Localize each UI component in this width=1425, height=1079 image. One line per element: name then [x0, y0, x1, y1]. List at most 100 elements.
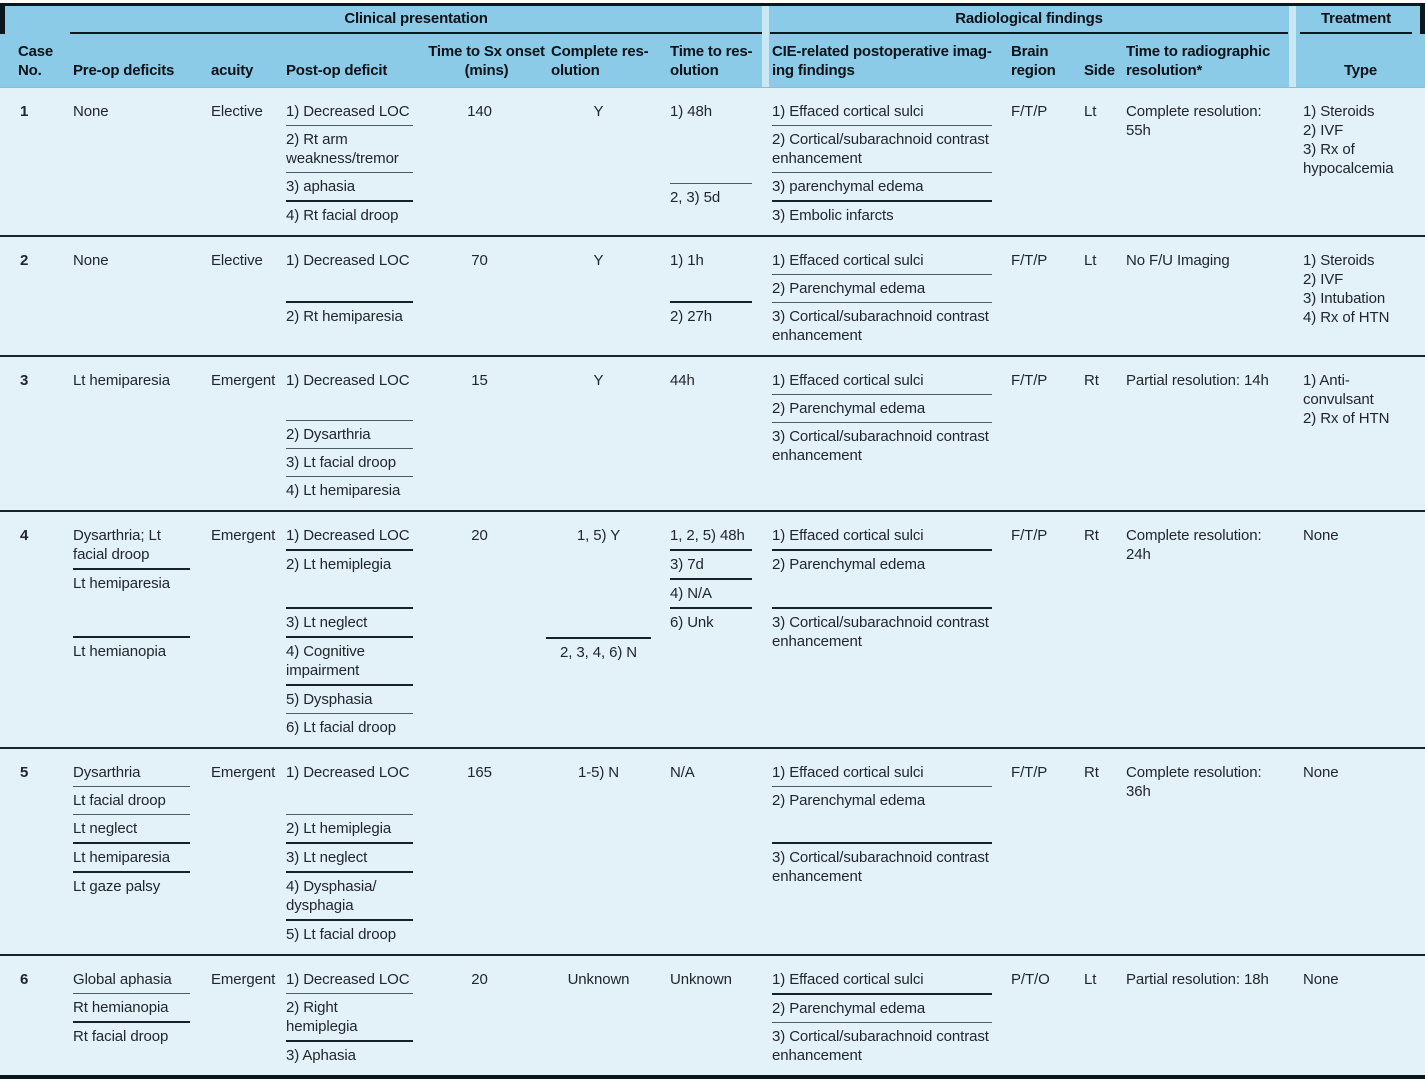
cell-item: 3) Embolic infarcts — [772, 200, 992, 229]
cell-postop-deficit: 1) Decreased LOC 2) Right hemiplegia 3) Ap… — [281, 956, 427, 1075]
cell-acuity: Emergent — [204, 357, 281, 510]
cell-radiographic-resolution: Partial resolution: 14h — [1121, 357, 1296, 510]
table-row: 1 None Elective 1) Decreased LOC 2) Rt arm w… — [0, 88, 1425, 237]
cell-text: Emergent — [211, 764, 276, 781]
column-header-time-to-sx-onset: Time to Sx onset (mins) — [428, 43, 545, 79]
cell-item: None — [73, 252, 109, 269]
cell-text: 165 — [467, 764, 492, 781]
cell-item: Dysarthria; Lt facial droop — [73, 527, 161, 563]
cell-item: 3) Lt facial droop — [286, 448, 413, 476]
cell-preop-deficits: Dysarthria Lt facial droop Lt neglect Lt he… — [64, 749, 204, 954]
cell-time-to-resolution: N/A — [665, 749, 766, 954]
cell-imaging-findings: 1) Effaced cortical sulci 2) Parenchymal … — [766, 749, 1006, 954]
cell-item: 3) 7d — [670, 549, 752, 578]
cell-text: 1) Steroids 2) IVF 3) Rx of hypocalcemia — [1303, 103, 1394, 177]
column-header-complete-resolution: Complete res- olution — [551, 43, 649, 79]
cell-text: Partial resolution: 18h — [1126, 971, 1269, 988]
cell-item: 3) parenchymal edema — [772, 172, 992, 200]
cell-brain-region: F/T/P — [1006, 749, 1081, 954]
cell-brain-region: F/T/P — [1006, 237, 1081, 355]
cell-time-to-sx-onset: 70 — [427, 237, 546, 355]
cell-item: Lt hemianopia — [73, 636, 190, 665]
cell-text: F/T/P — [1011, 764, 1048, 781]
cell-time-to-resolution: Unknown — [665, 956, 766, 1075]
cell-text: F/T/P — [1011, 527, 1048, 544]
cell-case-no: 4 — [0, 512, 64, 747]
cell-case-no: 5 — [0, 749, 64, 954]
cell-item: 1-5) N — [577, 764, 620, 781]
cell-postop-deficit: 1) Decreased LOC 2) Lt hemiplegia 3) Lt ne… — [281, 749, 427, 954]
cell-text: Complete resolution: 55h — [1126, 103, 1262, 139]
cell-side: Lt — [1081, 956, 1121, 1075]
cell-case-no: 3 — [0, 357, 64, 510]
cell-side: Rt — [1081, 357, 1121, 510]
table-body: 1 None Elective 1) Decreased LOC 2) Rt arm w… — [0, 88, 1425, 1079]
cell-item: 2) Rt arm weakness/tremor — [286, 125, 413, 172]
cell-item: 2, 3) 5d — [670, 183, 752, 211]
cell-item: Unknown — [670, 971, 732, 988]
cell-text: Partial resolution: 14h — [1126, 372, 1269, 389]
cell-text: Complete resolution: 36h — [1126, 764, 1262, 800]
column-header-postop-deficit: Post-op deficit — [286, 62, 388, 79]
cell-item: 4) N/A — [670, 578, 752, 607]
cell-item: 4) Rt facial droop — [286, 200, 413, 229]
column-header-radiographic-resolution: Time to radiographic resolution* — [1126, 43, 1271, 79]
cell-item: 3) Cortical/subarachnoid contrast enhanc… — [772, 607, 992, 655]
cell-text: 2 — [20, 252, 29, 269]
cell-item: 1) Decreased LOC — [286, 971, 410, 988]
column-header-imaging-findings: CIE-related postoperative imag- ing find… — [772, 43, 992, 79]
cell-item: Global aphasia — [73, 971, 172, 988]
cell-imaging-findings: 1) Effaced cortical sulci 2) Parenchymal … — [766, 237, 1006, 355]
cell-preop-deficits: None — [64, 237, 204, 355]
header-group-divider — [1289, 6, 1296, 87]
cell-text: 20 — [471, 527, 488, 544]
cell-text: Elective — [211, 252, 263, 269]
cell-time-to-sx-onset: 20 — [427, 512, 546, 747]
cell-side: Rt — [1081, 749, 1121, 954]
cell-item: 1) 1h — [670, 252, 704, 269]
cell-item: N/A — [670, 764, 695, 781]
cell-item: Lt facial droop — [73, 786, 190, 814]
table-row: 3 Lt hemiparesia Emergent 1) Decreased LOC 2… — [0, 357, 1425, 512]
cases-table: Clinical presentation Radiological findi… — [0, 3, 1425, 1079]
cell-postop-deficit: 1) Decreased LOC 2) Rt arm weakness/tremo… — [281, 88, 427, 235]
cell-brain-region: F/T/P — [1006, 512, 1081, 747]
cell-text: F/T/P — [1011, 372, 1048, 389]
cell-text: Lt — [1084, 252, 1097, 269]
cell-item: 1) Decreased LOC — [286, 527, 410, 544]
cell-item: 1) Effaced cortical sulci — [772, 252, 924, 269]
cell-time-to-sx-onset: 140 — [427, 88, 546, 235]
cell-side: Lt — [1081, 88, 1121, 235]
cell-item: 2) Lt hemiplegia — [286, 814, 413, 842]
cell-complete-resolution: 1, 5) Y 2, 3, 4, 6) N — [546, 512, 665, 747]
cell-item: 1) 48h — [670, 103, 712, 120]
cell-item: Rt hemianopia — [73, 993, 190, 1021]
cell-item: 3) Lt neglect — [286, 607, 413, 636]
cell-preop-deficits: Global aphasia Rt hemianopia Rt facial dro… — [64, 956, 204, 1075]
cell-text: Lt — [1084, 103, 1097, 120]
cell-time-to-sx-onset: 165 — [427, 749, 546, 954]
cell-item: Lt hemiparesia — [73, 372, 170, 389]
cell-postop-deficit: 1) Decreased LOC 2) Lt hemiplegia 3) Lt ne… — [281, 512, 427, 747]
cell-time-to-resolution: 44h — [665, 357, 766, 510]
cell-text: Lt — [1084, 971, 1097, 988]
cell-text: Complete resolution: 24h — [1126, 527, 1262, 563]
cell-item: 3) Cortical/subarachnoid contrast enhanc… — [772, 1022, 992, 1069]
cell-text: None — [1303, 527, 1339, 544]
cell-imaging-findings: 1) Effaced cortical sulci 2) Parenchymal … — [766, 956, 1006, 1075]
cell-item: Lt gaze palsy — [73, 871, 190, 900]
cell-side: Rt — [1081, 512, 1121, 747]
table-row: 5 Dysarthria Lt facial droop Lt neglect Lt h… — [0, 749, 1425, 956]
cell-item: 1) Effaced cortical sulci — [772, 527, 924, 544]
cell-text: Emergent — [211, 527, 276, 544]
cell-brain-region: P/T/O — [1006, 956, 1081, 1075]
column-header-row: Case No. Pre-op deficits acuity Post-op … — [0, 42, 1425, 87]
cell-complete-resolution: Y — [546, 237, 665, 355]
cell-item: 1) Decreased LOC — [286, 372, 410, 389]
cell-item: 2) Rt hemiparesia — [286, 301, 413, 330]
column-header-time-to-resolution: Time to res- olution — [670, 43, 753, 79]
cell-item: Y — [593, 252, 604, 269]
cell-text: Emergent — [211, 372, 276, 389]
cell-text: Rt — [1084, 764, 1099, 781]
cell-item: Unknown — [567, 971, 630, 988]
